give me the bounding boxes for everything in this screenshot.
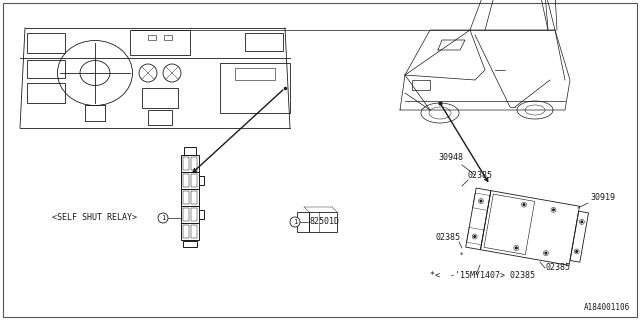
Circle shape	[576, 251, 577, 252]
Text: A184001106: A184001106	[584, 303, 630, 312]
Bar	[481, 191, 580, 265]
Bar	[570, 211, 589, 262]
Bar	[183, 208, 189, 221]
Bar	[466, 188, 491, 250]
Bar	[191, 208, 197, 221]
Bar	[27, 83, 65, 103]
Bar	[191, 191, 197, 204]
Bar	[183, 157, 189, 170]
Bar	[181, 172, 199, 189]
Bar	[183, 191, 189, 204]
Circle shape	[581, 221, 582, 223]
Bar	[235, 68, 275, 80]
Text: <SELF SHUT RELAY>: <SELF SHUT RELAY>	[52, 213, 137, 222]
Bar	[199, 210, 204, 219]
Bar	[183, 174, 189, 187]
Bar	[297, 212, 309, 232]
Text: *<  -'15MY1407> 02385: *< -'15MY1407> 02385	[430, 271, 535, 280]
Text: 1: 1	[161, 215, 165, 221]
Bar	[130, 30, 190, 55]
Bar	[220, 63, 290, 113]
Circle shape	[474, 236, 476, 237]
Text: 02385: 02385	[468, 171, 493, 180]
Bar	[183, 225, 189, 238]
Bar	[184, 147, 196, 155]
Bar	[181, 206, 199, 223]
Circle shape	[553, 209, 554, 211]
Text: 1: 1	[293, 219, 297, 225]
Bar	[191, 225, 197, 238]
Bar	[191, 157, 197, 170]
Text: 02385: 02385	[545, 263, 570, 272]
Bar	[181, 155, 199, 172]
Bar	[181, 223, 199, 240]
Bar	[309, 212, 337, 232]
Bar	[148, 35, 156, 40]
Circle shape	[523, 204, 525, 205]
Circle shape	[516, 247, 517, 249]
Bar	[191, 174, 197, 187]
Bar	[199, 176, 204, 185]
Bar	[473, 193, 490, 210]
Bar	[484, 194, 534, 255]
Bar	[148, 110, 172, 125]
Circle shape	[158, 213, 168, 223]
Circle shape	[480, 200, 482, 202]
Bar	[27, 60, 65, 78]
Bar	[245, 33, 283, 51]
Circle shape	[290, 217, 300, 227]
Bar	[142, 88, 178, 108]
Text: 82501D: 82501D	[310, 218, 340, 227]
Circle shape	[545, 252, 547, 254]
Text: *: *	[460, 252, 463, 258]
Bar	[164, 35, 172, 40]
Bar	[183, 241, 197, 247]
Bar	[467, 228, 484, 245]
Bar	[181, 189, 199, 206]
Text: 02385: 02385	[435, 233, 460, 242]
Bar	[412, 80, 430, 90]
Bar	[27, 33, 65, 53]
Text: 30948: 30948	[438, 153, 463, 162]
Text: 30919: 30919	[590, 193, 615, 202]
